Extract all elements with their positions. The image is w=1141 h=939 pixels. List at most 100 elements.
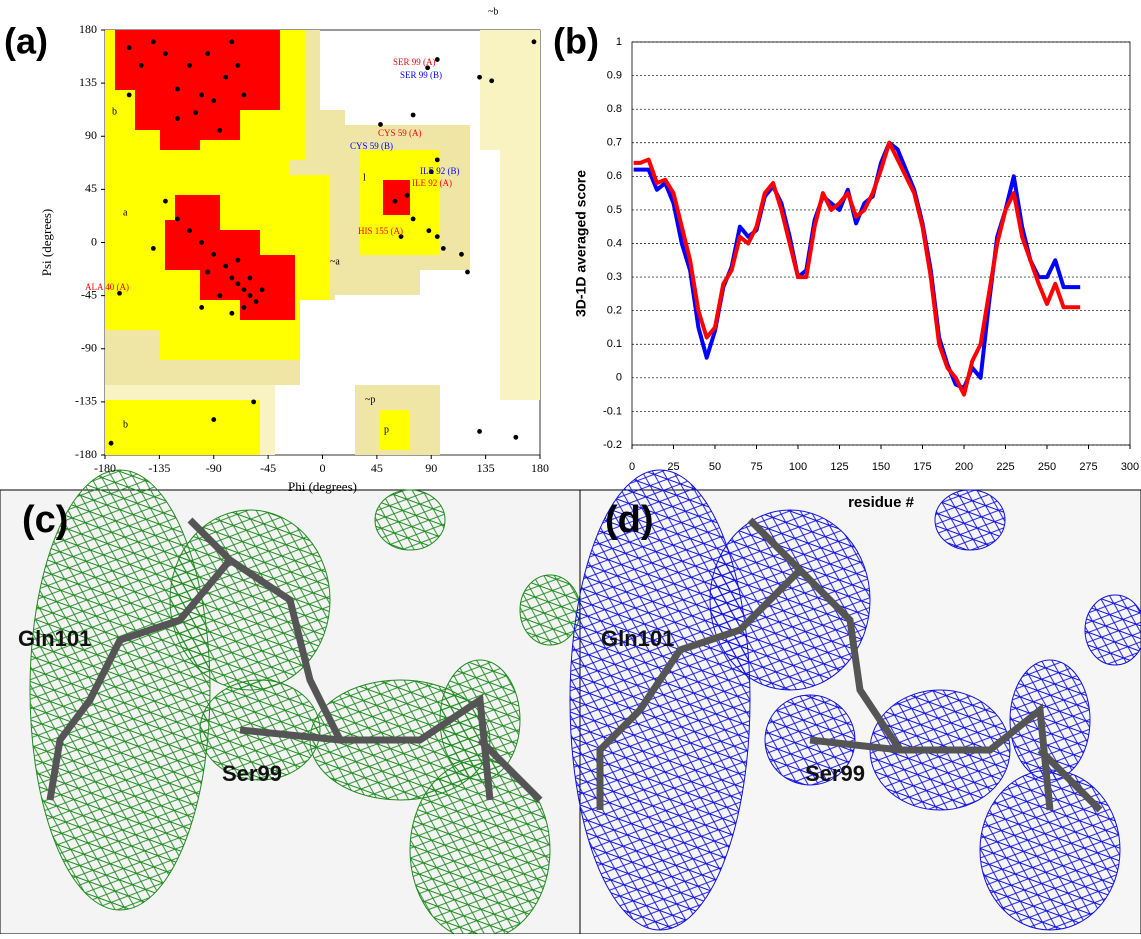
panel-label: (a) [4,21,48,62]
point [217,127,223,133]
point [428,169,434,175]
y-axis-label: 3D-1D averaged score [573,170,589,317]
point [150,246,156,251]
point [229,39,235,45]
point [426,228,432,234]
x-tick-label: -90 [206,461,222,475]
density-map-c [0,469,581,939]
y-tick-label: 90 [85,128,97,142]
point [199,92,205,98]
point-annotation: ALA 40 (A) [85,282,129,292]
point [126,92,132,98]
point [163,198,168,204]
y-tick-label: 180 [79,22,97,36]
region-label: p [384,424,389,435]
point [175,86,180,92]
point-annotation: ILE 92 (B) [420,166,460,176]
point [434,57,440,62]
y-tick-label: 135 [79,75,97,89]
point [187,228,192,234]
point [235,63,241,68]
point-annotation: SER 99 (B) [400,70,442,80]
y-tick-label: 0.3 [607,271,622,283]
point [235,257,241,263]
point [223,263,229,269]
x-tick-label: 200 [955,461,973,473]
x-tick-label: 225 [996,461,1014,473]
point [211,417,217,422]
point [187,63,192,68]
residue-label: Gln101 [601,626,674,651]
point [241,92,247,98]
y-tick-label: 0.6 [607,170,622,182]
x-tick-label: 180 [531,461,549,475]
point [175,216,180,222]
y-tick-label: -45 [81,287,97,301]
x-tick-label: 100 [789,461,807,473]
y-tick-label: -90 [81,341,97,355]
residue-label: Ser99 [805,761,865,786]
x-tick-label: 275 [1079,461,1097,473]
point [477,74,482,80]
point [434,234,440,239]
point-annotation: CYS 59 (A) [378,128,422,138]
point [150,39,156,45]
region-label: ~a [330,256,340,267]
y-tick-label: 1 [616,36,622,48]
x-tick-label: 90 [425,461,437,475]
series-line [633,140,1081,397]
point [477,428,482,434]
x-axis-label: residue # [848,494,915,511]
panel-label: (c) [22,499,68,541]
point [378,122,383,127]
point [126,45,132,51]
series-line [633,140,1081,390]
y-tick-label: -180 [75,447,97,461]
point [217,293,223,299]
point [241,305,247,310]
x-tick-label: 75 [750,461,762,473]
region-label: b [112,106,117,117]
y-tick-label: 0.8 [607,103,622,115]
x-tick-label: 0 [320,461,326,475]
point [489,78,495,84]
point [199,240,205,245]
x-tick-label: 175 [913,461,931,473]
y-axis-label: Psi (degrees) [39,209,54,277]
x-tick-label: 125 [830,461,848,473]
marks: -180 -135 -90 -45 0 45 90 135 180 -180 -135 -90 -45 0… [4,6,1139,786]
residue-label: Ser99 [222,761,282,786]
region-label: l [363,172,366,183]
panel-label: (b) [553,21,599,62]
region-label: ~b [488,6,498,17]
y-tick-label: 0.9 [607,69,622,81]
point [251,399,257,405]
y-tick-label: 0.2 [607,305,622,317]
x-tick-label: 0 [629,461,635,473]
y-tick-label: 0 [616,372,622,384]
point [205,269,211,275]
point [404,192,410,198]
point [247,275,253,281]
point [175,116,180,121]
point-annotation: SER 99 (A) [393,57,436,67]
residue-label: Gln101 [18,626,91,651]
point [211,251,217,257]
point [398,234,404,239]
x-tick-label: -135 [148,461,170,475]
point [259,287,265,293]
point [235,281,241,287]
point [459,251,464,257]
y-tick-label: 0 [91,234,97,248]
point [229,275,235,281]
point [163,51,168,57]
point [434,157,440,163]
x-tick-label: -180 [94,461,116,475]
point [108,440,114,446]
point [410,112,416,118]
x-axis-label: Phi (degrees) [288,479,357,494]
point [241,287,247,293]
point-annotation: CYS 59 (B) [350,141,393,151]
x-tick-label: 25 [667,461,679,473]
point-annotation: HIS 155 (A) [358,226,403,236]
